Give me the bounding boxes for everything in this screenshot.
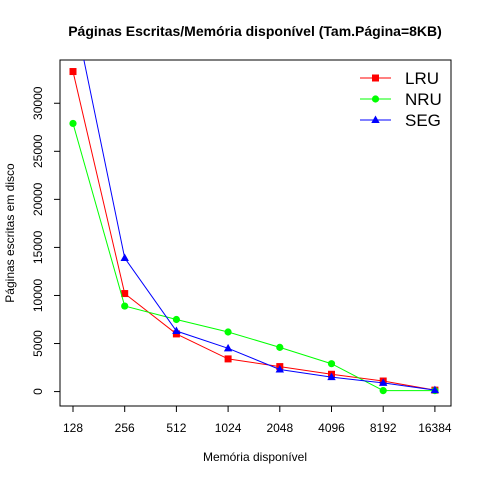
series-nru-point xyxy=(121,302,129,310)
series-seg-point xyxy=(223,343,233,352)
series-nru-point xyxy=(172,315,180,324)
x-tick-label: 2048 xyxy=(266,421,293,435)
series-nru-point xyxy=(379,387,387,395)
series-seg-point xyxy=(430,385,440,394)
series-seg-point xyxy=(69,3,77,11)
series-seg xyxy=(69,3,440,394)
series-seg-point xyxy=(120,253,129,261)
x-tick-label: 16384 xyxy=(418,421,452,435)
legend-seg-marker xyxy=(371,115,380,123)
x-tick-label: 4096 xyxy=(318,421,345,435)
legend-item-lru: LRU xyxy=(360,69,439,88)
series-seg-point xyxy=(327,372,336,381)
series-nru-point xyxy=(224,328,232,336)
y-tick-label: 0 xyxy=(31,388,45,395)
y-tick-label: 5000 xyxy=(31,330,45,357)
legend: LRU NRU SEG xyxy=(360,69,442,130)
y-tick-label: 10000 xyxy=(31,278,45,312)
legend-seg-label: SEG xyxy=(405,111,441,130)
series-seg-point xyxy=(275,364,284,373)
series-nru-point xyxy=(69,119,77,128)
series-lru-point xyxy=(69,68,77,76)
y-tick-label: 15000 xyxy=(31,230,45,264)
series-lru-point xyxy=(121,290,129,298)
series-nru xyxy=(69,119,439,395)
x-axis-label: Memória disponível xyxy=(203,450,307,464)
series-nru-line xyxy=(72,123,435,392)
legend-item-seg: SEG xyxy=(360,111,441,130)
series-lru-point xyxy=(224,355,232,363)
legend-nru-label: NRU xyxy=(405,90,442,109)
x-tick-label: 512 xyxy=(166,421,186,435)
y-axis: 0 5000 10000 15000 20000 25000 30000 xyxy=(31,86,60,395)
series-nru-point xyxy=(276,343,284,351)
plot-frame xyxy=(59,59,452,407)
legend-lru-marker xyxy=(372,74,379,82)
x-tick-label: 256 xyxy=(115,421,135,435)
series-seg-line xyxy=(83,60,435,391)
series-seg-point xyxy=(379,378,388,386)
series-lru xyxy=(69,68,439,394)
x-axis: 128 256 512 1024 2048 4096 8192 16384 xyxy=(63,406,452,435)
x-tick-label: 8192 xyxy=(370,421,397,435)
y-tick-label: 20000 xyxy=(31,182,45,216)
y-axis-label: Páginas escritas em disco xyxy=(3,163,17,303)
y-tick-label: 30000 xyxy=(31,86,45,120)
legend-lru-label: LRU xyxy=(405,69,439,88)
x-tick-label: 128 xyxy=(63,421,83,435)
legend-nru-marker xyxy=(371,95,380,103)
series-layer xyxy=(69,3,440,395)
series-lru-line xyxy=(72,71,435,391)
legend-item-nru: NRU xyxy=(360,90,442,109)
series-nru-point xyxy=(327,360,336,368)
x-tick-label: 1024 xyxy=(215,421,242,435)
series-seg-point xyxy=(172,326,181,335)
y-tick-label: 25000 xyxy=(31,134,45,168)
chart-title: Páginas Escritas/Memória disponível (Tam… xyxy=(68,23,442,39)
